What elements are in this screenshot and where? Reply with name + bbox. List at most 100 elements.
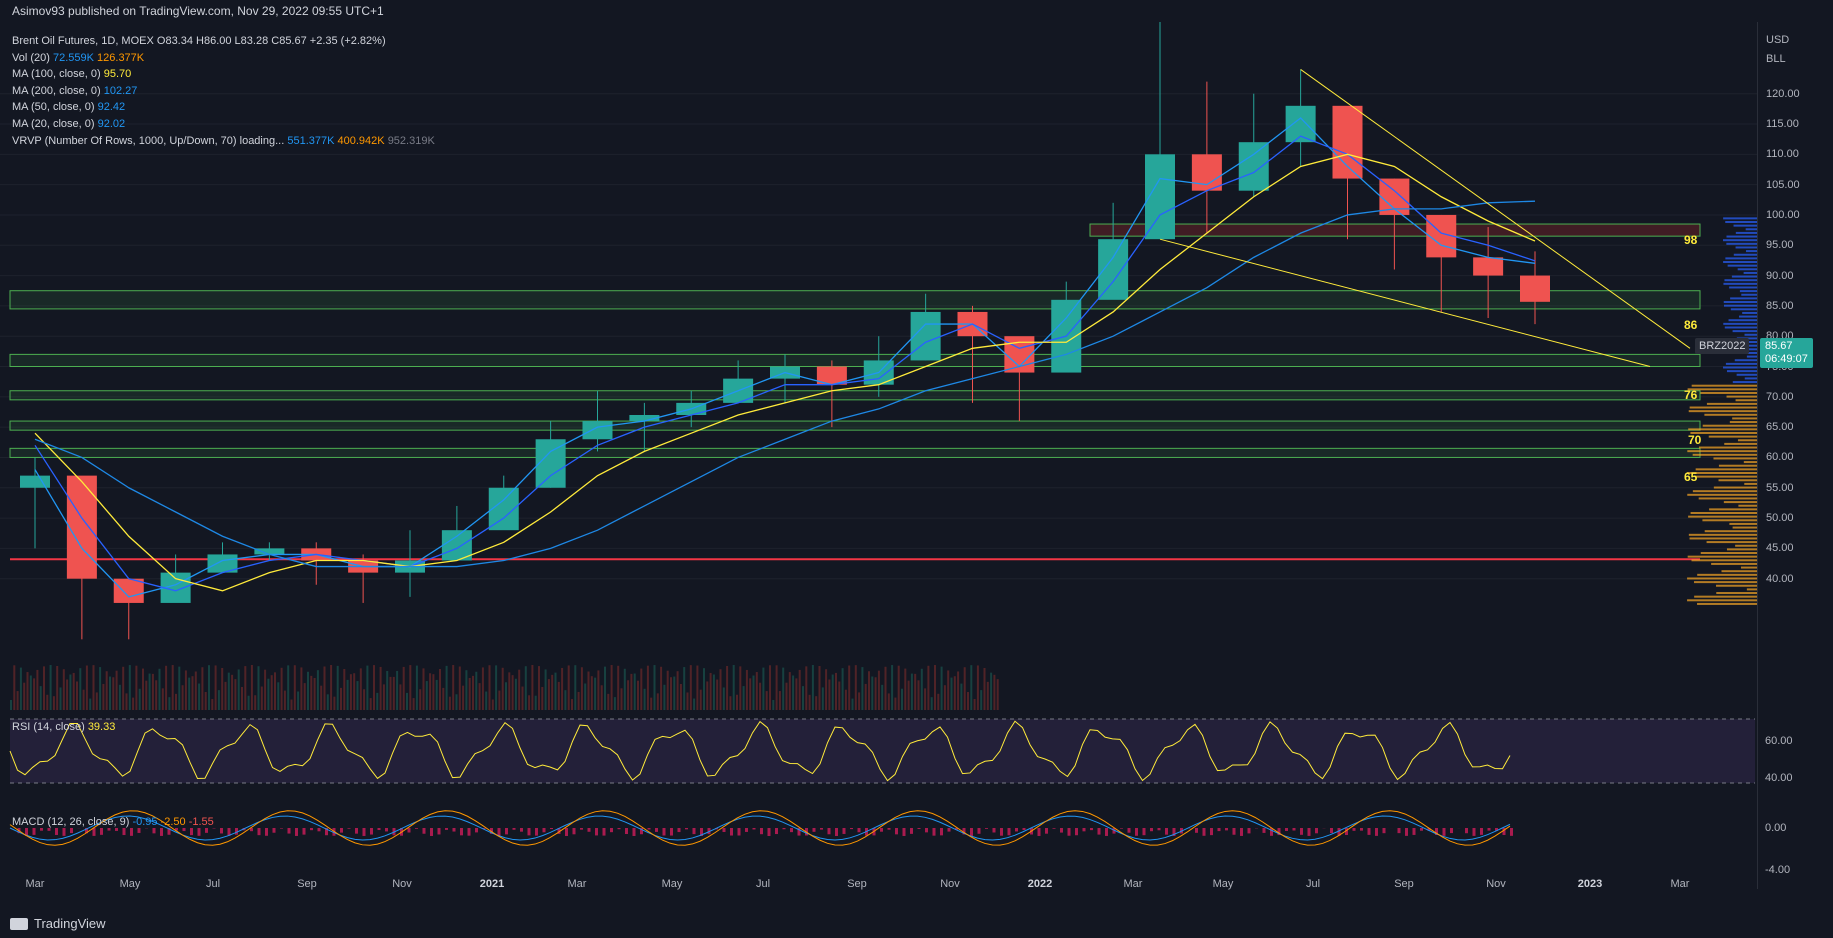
time-axis[interactable]: Mar May Jul Sep Nov 2021 Mar May Jul Sep… <box>0 872 1757 894</box>
volume-bar <box>452 665 455 710</box>
volume-bar <box>168 697 171 710</box>
volume-bar <box>277 682 280 710</box>
profile-bar <box>1724 326 1757 329</box>
support-zone <box>9 420 1701 431</box>
volume-bar <box>320 685 323 710</box>
macd-hist-bar <box>475 828 478 833</box>
macd-hist-bar <box>1037 828 1041 836</box>
macd-hist-bar <box>707 828 711 835</box>
volume-bar <box>547 679 550 710</box>
macd-hist-bar <box>1270 828 1273 836</box>
volume-bar <box>656 693 659 710</box>
rsi-legend[interactable]: RSI (14, close) 39.33 <box>12 721 115 733</box>
ma50-value: 92.42 <box>97 101 126 114</box>
price-tick: 85.00 <box>1766 299 1794 312</box>
macd-hist-bar <box>662 828 666 836</box>
price-axis[interactable]: USD BLL 120.00 115.00 110.00 105.00 100.00 95… <box>1757 22 1833 889</box>
volume-bar <box>821 687 824 710</box>
ma20-value: 92.02 <box>97 117 126 130</box>
volume-bar <box>85 665 88 710</box>
macd-hist-bar <box>235 828 238 835</box>
volume-bar <box>894 697 897 710</box>
macd-hist-bar <box>790 828 793 833</box>
volume-bar <box>422 668 425 710</box>
vol-label[interactable]: Vol (20) <box>12 51 50 64</box>
volume-bar <box>927 665 930 710</box>
volume-bar <box>726 665 729 710</box>
profile-bar <box>1702 519 1757 522</box>
volume-bar <box>650 697 653 710</box>
price-chart[interactable] <box>0 22 1757 912</box>
macd-hist-bar <box>1172 828 1176 836</box>
profile-bar <box>1688 410 1757 413</box>
macd-hist-bar <box>1022 828 1026 830</box>
volume-bar <box>544 669 547 710</box>
ma20-label[interactable]: MA (20, close, 0) <box>12 117 95 130</box>
volume-bar <box>666 670 669 710</box>
macd-hist-bar <box>40 828 43 831</box>
volume-bar <box>36 669 39 710</box>
macd-hist-bar <box>422 828 426 834</box>
macd-hist-bar <box>415 828 418 829</box>
volume-bar <box>838 681 841 710</box>
ma200-label[interactable]: MA (200, close, 0) <box>12 84 101 97</box>
volume-bar <box>604 666 606 710</box>
profile-bar <box>1723 322 1757 325</box>
price-tick: 105.00 <box>1766 178 1800 191</box>
volume-bar <box>742 686 745 710</box>
volume-bar <box>940 666 943 710</box>
ma100-label[interactable]: MA (100, close, 0) <box>12 68 101 81</box>
macd-hist-bar <box>497 828 501 836</box>
profile-bar <box>1729 286 1757 289</box>
volume-bar <box>924 688 927 710</box>
volume-bar <box>712 674 715 710</box>
macd-hist-bar <box>692 828 696 835</box>
volume-bar <box>138 688 141 710</box>
time-tick: Nov <box>940 878 960 890</box>
tradingview-logo[interactable]: TradingView <box>10 916 106 931</box>
profile-bar <box>1713 486 1757 489</box>
volume-bar <box>980 690 983 710</box>
macd-pane <box>9 810 1513 846</box>
volume-bar <box>765 691 768 710</box>
price-tick: 115.00 <box>1766 118 1799 130</box>
volume-bar <box>643 688 646 710</box>
profile-bar <box>1687 450 1757 453</box>
profile-bar <box>1739 315 1757 318</box>
volume-bar <box>293 665 296 710</box>
macd-hist-bar <box>1090 828 1093 831</box>
profile-bar <box>1687 388 1757 391</box>
volume-bar <box>600 685 603 710</box>
symbol-title[interactable]: Brent Oil Futures, 1D, MOEX <box>12 35 154 47</box>
vrvp-label[interactable]: VRVP (Number Of Rows, 1000, Up/Down, 70)… <box>12 134 285 147</box>
candle-body <box>113 578 144 603</box>
macd-legend[interactable]: MACD (12, 26, close, 9) -0.95 -2.50 -1.5… <box>12 816 214 828</box>
volume-bar <box>580 667 583 710</box>
volume-bar <box>481 667 484 710</box>
volume-bar <box>402 666 405 710</box>
volume-bar <box>769 665 771 710</box>
zone-label-76: 76 <box>1684 388 1698 402</box>
volume-bar <box>429 673 432 710</box>
volume-bar <box>158 668 161 710</box>
macd-hist-bar <box>1262 828 1266 833</box>
macd-hist-bar <box>317 828 321 832</box>
profile-bar <box>1731 275 1757 278</box>
volume-bar <box>993 674 996 710</box>
macd-hist-bar <box>115 828 118 831</box>
macd-hist-bar <box>220 828 223 834</box>
volume-bar <box>161 688 164 710</box>
volume-bar <box>39 686 42 710</box>
macd-hist-bar <box>340 828 343 833</box>
macd-hist-bar <box>1097 828 1101 835</box>
profile-bar <box>1742 311 1757 314</box>
ohlc-values: O83.34 H86.00 L83.28 C85.67 +2.35 (+2.82… <box>156 35 386 47</box>
volume-bar <box>340 687 342 710</box>
volume-bar <box>584 683 587 710</box>
ma50-label[interactable]: MA (50, close, 0) <box>12 101 95 114</box>
volume-bar <box>729 696 732 710</box>
macd-hist-bar <box>70 828 73 834</box>
macd-hist-bar <box>550 828 553 830</box>
volume-bar <box>792 675 795 710</box>
volume-bar <box>49 665 52 710</box>
